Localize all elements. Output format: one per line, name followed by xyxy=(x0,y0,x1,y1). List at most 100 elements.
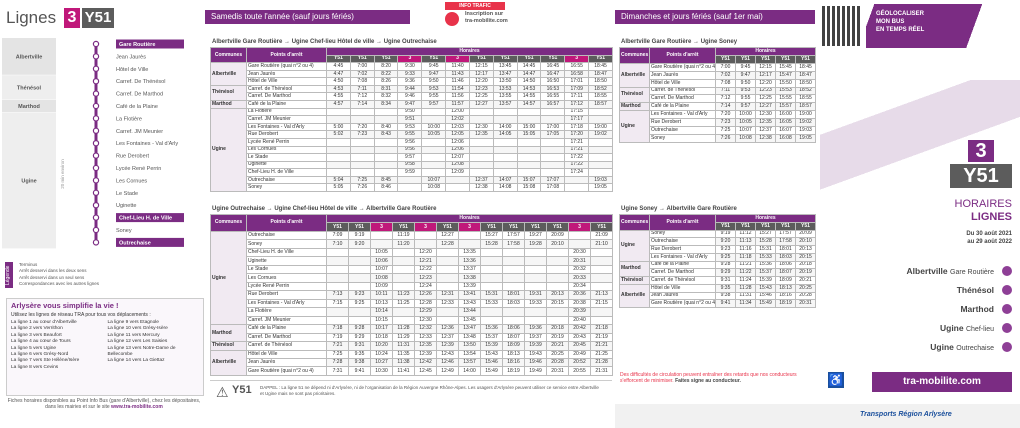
time-cell: 7:26 xyxy=(715,133,736,144)
line-cell: Y51 xyxy=(546,222,569,232)
notice-text: DAPPEL : La ligne 51 ne dépend ni d'Arly… xyxy=(260,385,599,396)
time-cell: 11:43 xyxy=(445,69,470,79)
stop-row: Gare Routière (quai n°2 ou 4) 9:41 11:34 15… xyxy=(620,299,817,308)
time-cell xyxy=(397,175,423,185)
time-cell: 15:33 xyxy=(480,298,503,309)
time-cell xyxy=(588,145,613,155)
header-cell: Communes xyxy=(210,214,247,232)
time-cell: 18:16 xyxy=(775,291,796,301)
cover-stop-dot xyxy=(1002,323,1012,333)
time-cell: 14:00 xyxy=(492,122,518,132)
time-cell xyxy=(468,145,494,155)
line-cell: 3 xyxy=(414,222,437,232)
geo-line: GÉOLOCALISER xyxy=(876,11,925,17)
time-cell: 7:12 xyxy=(349,92,375,102)
time-cell xyxy=(516,115,542,124)
time-cell xyxy=(468,160,494,170)
time-cell: 18:19 xyxy=(502,366,525,376)
geo-band xyxy=(866,4,1016,48)
info-item: La ligne 3 vers Beaufort xyxy=(11,332,62,338)
notice: ⚠ Y51 DAPPEL : La ligne 51 ne dépend ni … xyxy=(210,380,612,400)
geo-text: GÉOLOCALISER MON BUS EN TEMPS RÉEL xyxy=(876,10,924,34)
stop-row: Les Fontaines - Val d'Arly 7:15 9:25 10:13 1… xyxy=(211,298,614,309)
title: Lignes xyxy=(6,8,57,27)
stop-cell: Outrechaise xyxy=(246,230,327,241)
time-cell: 13:50 xyxy=(492,77,518,86)
commune-label: Ugine xyxy=(21,178,36,184)
time-cell: 13:35 xyxy=(458,247,481,258)
time-cell: 12:00 xyxy=(445,107,470,117)
traffic-icon xyxy=(445,12,459,26)
time-cell: 12:46 xyxy=(436,357,459,368)
time-cell xyxy=(414,230,437,241)
time-cell xyxy=(492,137,518,147)
time-cell: 9:57 xyxy=(421,100,447,109)
stop-row: Rue Derobert 7:13 9:23 10:11 11:23 12:26 12:31… xyxy=(211,290,614,300)
time-cell: 9:36 xyxy=(397,77,423,86)
cover-date: Du 30 août 2021 xyxy=(966,231,1012,237)
stop-cell: Les Fontaines - Val d'Arly xyxy=(649,252,716,262)
commune-cell: Thénésol xyxy=(619,86,650,104)
time-cell: 20:21 xyxy=(546,341,569,351)
info-item: La ligne 2 vers Verrithon xyxy=(11,326,63,332)
stop-cell: Les Fontaines - Val d'Arly xyxy=(649,110,716,120)
legend: Légende Terminus Arrêt desservi dans les … xyxy=(5,262,200,288)
time-cell: 18:13 xyxy=(775,283,796,293)
stop-cell: Les Cornues xyxy=(246,273,327,283)
time-cell: 18:47 xyxy=(794,70,817,80)
stop-cell: Uginette xyxy=(246,160,327,170)
time-cell: 12:30 xyxy=(468,122,494,132)
stop-row: Les Fontaines - Val d'Arly 5:00 7:20 8:40 9:… xyxy=(211,122,613,132)
time-cell xyxy=(421,160,447,170)
info-item: La ligne 1 au cœur d'Albertville xyxy=(11,320,77,325)
time-cell: 15:36 xyxy=(480,324,503,334)
traffic-line: tra-mobilite.com xyxy=(465,18,508,24)
time-cell xyxy=(468,107,494,117)
time-cell: 18:57 xyxy=(588,100,613,109)
line-row: Y51 Y51 Y51 Y51 Y51 xyxy=(620,221,817,231)
legend-item: Correspondances avec les autres lignes xyxy=(19,280,100,286)
time-cell: 11:57 xyxy=(445,100,470,109)
time-cell xyxy=(588,160,613,170)
time-cell: 9:38 xyxy=(348,357,371,368)
time-cell: 15:57 xyxy=(775,102,796,112)
time-cell: 8:43 xyxy=(373,130,399,139)
stop-row: Gare Routière (quai n°2 ou 4) 7:31 9:41 10:… xyxy=(211,366,614,376)
stop-dot xyxy=(92,78,100,85)
time-cell: 11:41 xyxy=(392,366,415,376)
time-cell: 21:28 xyxy=(589,357,614,368)
terminus-label-bg xyxy=(116,213,184,223)
line-badge: Y51 xyxy=(82,8,114,28)
line-cell: Y51 xyxy=(524,222,547,232)
time-cell xyxy=(326,315,349,326)
time-cell: 7:09 xyxy=(326,230,349,241)
time-cell xyxy=(524,264,547,275)
time-cell: 13:47 xyxy=(458,324,481,334)
time-cell: 10:05 xyxy=(421,130,447,139)
time-cell: 20:31 xyxy=(568,256,591,266)
stop-label: Outrechaise xyxy=(119,240,151,246)
time-cell xyxy=(540,168,566,177)
time-cell: 19:05 xyxy=(588,183,613,192)
stop-label: Les Fontaines - Val d'Arly xyxy=(116,141,178,147)
stop-row: Albertville Gare Routière (quai n°2 ou 4)… xyxy=(210,62,613,86)
line-cell: Y51 xyxy=(755,54,776,64)
line-cell: Y51 xyxy=(588,54,613,64)
time-cell xyxy=(326,137,351,147)
time-cell: 4:57 xyxy=(326,100,351,109)
time-cell: 12:45 xyxy=(414,366,437,376)
time-cell: 20:15 xyxy=(546,298,569,309)
time-cell: 7:11 xyxy=(715,86,736,96)
time-cell: 20:36 xyxy=(568,290,591,300)
time-cell xyxy=(589,281,614,292)
time-cell: 20:52 xyxy=(568,357,591,368)
stop-label: Uginette xyxy=(116,203,137,209)
stop-cell: Carref. JM Meunier xyxy=(246,315,327,326)
time-cell: 20:45 xyxy=(568,341,591,351)
time-cell: 10:07 xyxy=(735,126,756,135)
time-cell xyxy=(445,175,470,185)
line-cell: Y51 xyxy=(421,54,447,64)
time-cell: 7:08 xyxy=(715,78,736,88)
stop-row: Soney 7:10 9:20 11:20 12:28 15:28 17:58 19:28 20… xyxy=(211,239,614,249)
